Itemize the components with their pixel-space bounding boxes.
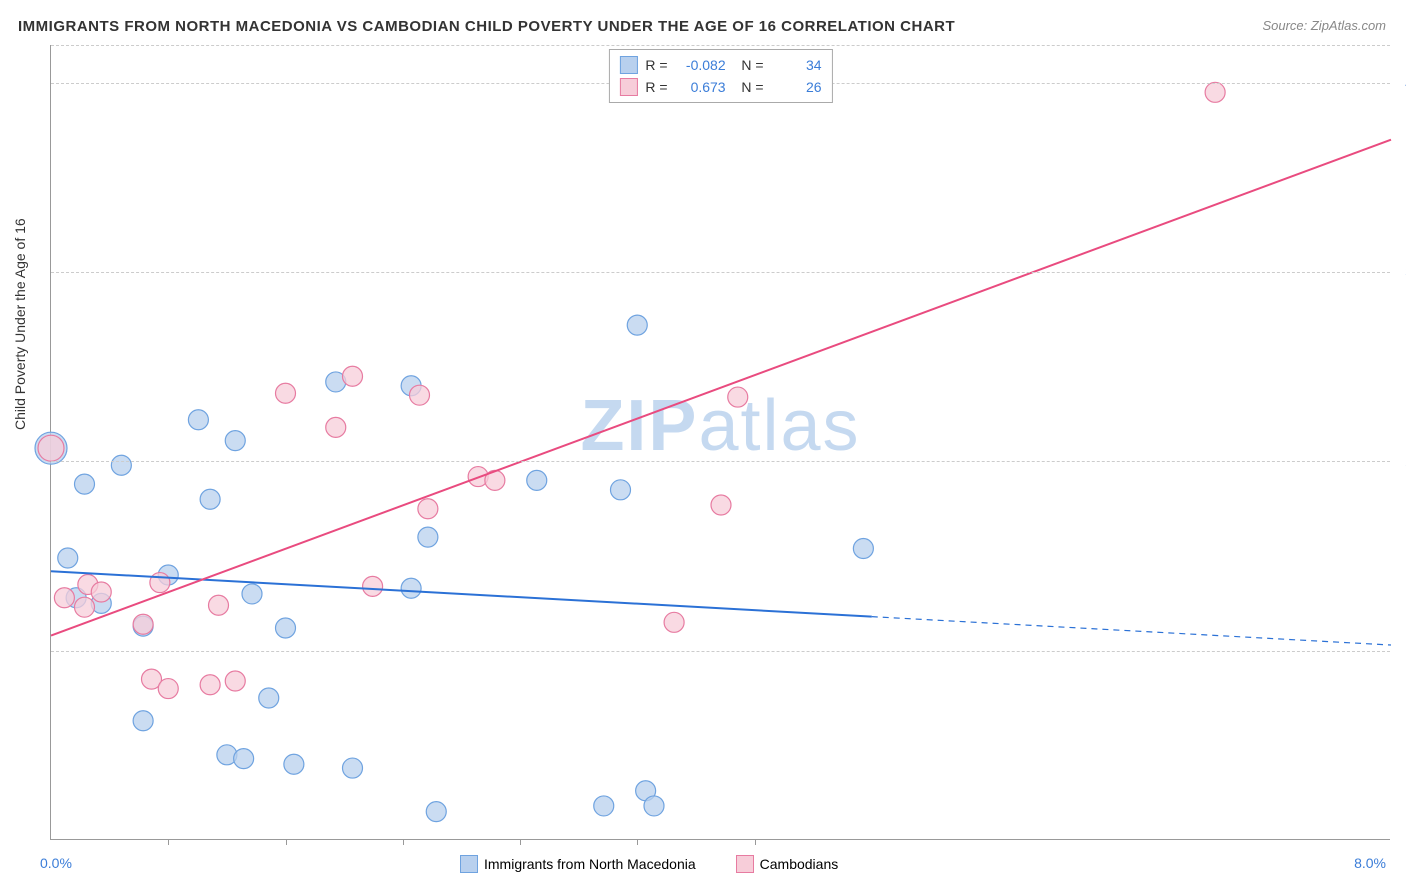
legend-swatch-2 [736,855,754,873]
x-tick [168,839,169,845]
legend-item-1: Immigrants from North Macedonia [460,855,696,873]
data-point [426,802,446,822]
data-point [58,548,78,568]
r-label: R = [645,79,667,95]
data-point [133,614,153,634]
n-label: N = [734,57,764,73]
y-axis-label: Child Poverty Under the Age of 16 [12,218,28,430]
x-tick [403,839,404,845]
legend-label-1: Immigrants from North Macedonia [484,856,696,872]
data-point [527,470,547,490]
data-point [225,671,245,691]
data-point [133,711,153,731]
x-tick [637,839,638,845]
data-point [418,527,438,547]
chart-title: IMMIGRANTS FROM NORTH MACEDONIA VS CAMBO… [18,18,955,35]
trend-line [51,571,872,616]
data-point [326,417,346,437]
r-label: R = [645,57,667,73]
data-point [225,431,245,451]
x-tick [755,839,756,845]
scatter-svg [51,45,1390,839]
legend-label-2: Cambodians [760,856,839,872]
data-point [363,576,383,596]
data-point [611,480,631,500]
data-point [276,383,296,403]
data-point [209,595,229,615]
data-point [75,597,95,617]
data-point [276,618,296,638]
swatch-series-2 [619,78,637,96]
gridline [51,272,1390,273]
data-point [418,499,438,519]
chart-plot-area: ZIPatlas R = -0.082 N = 34 R = 0.673 N =… [50,45,1390,840]
data-point [711,495,731,515]
x-tick [520,839,521,845]
data-point [284,754,304,774]
data-point [594,796,614,816]
data-point [242,584,262,604]
data-point [38,435,64,461]
x-tick-min: 0.0% [40,855,72,871]
data-point [343,366,363,386]
data-point [728,387,748,407]
n-value-2: 26 [772,79,822,95]
data-point [200,489,220,509]
data-point [410,385,430,405]
r-value-2: 0.673 [676,79,726,95]
data-point [200,675,220,695]
data-point [150,573,170,593]
data-point [1205,82,1225,102]
legend-row-series-1: R = -0.082 N = 34 [619,54,821,76]
trend-line-extrapolated [872,617,1391,645]
data-point [259,688,279,708]
data-point [627,315,647,335]
gridline [51,651,1390,652]
source-attribution: Source: ZipAtlas.com [1262,18,1386,33]
data-point [75,474,95,494]
n-label: N = [734,79,764,95]
series-legend: Immigrants from North Macedonia Cambodia… [460,855,838,873]
data-point [91,582,111,602]
data-point [54,588,74,608]
data-point [853,539,873,559]
r-value-1: -0.082 [676,57,726,73]
x-tick [286,839,287,845]
data-point [158,679,178,699]
data-point [664,612,684,632]
trend-line [51,140,1391,636]
legend-item-2: Cambodians [736,855,839,873]
gridline [51,45,1390,46]
data-point [188,410,208,430]
swatch-series-1 [619,56,637,74]
data-point [234,749,254,769]
gridline [51,461,1390,462]
data-point [343,758,363,778]
correlation-legend: R = -0.082 N = 34 R = 0.673 N = 26 [608,49,832,103]
data-point [644,796,664,816]
legend-swatch-1 [460,855,478,873]
data-point [111,455,131,475]
n-value-1: 34 [772,57,822,73]
legend-row-series-2: R = 0.673 N = 26 [619,76,821,98]
data-point [401,578,421,598]
x-tick-max: 8.0% [1354,855,1386,871]
